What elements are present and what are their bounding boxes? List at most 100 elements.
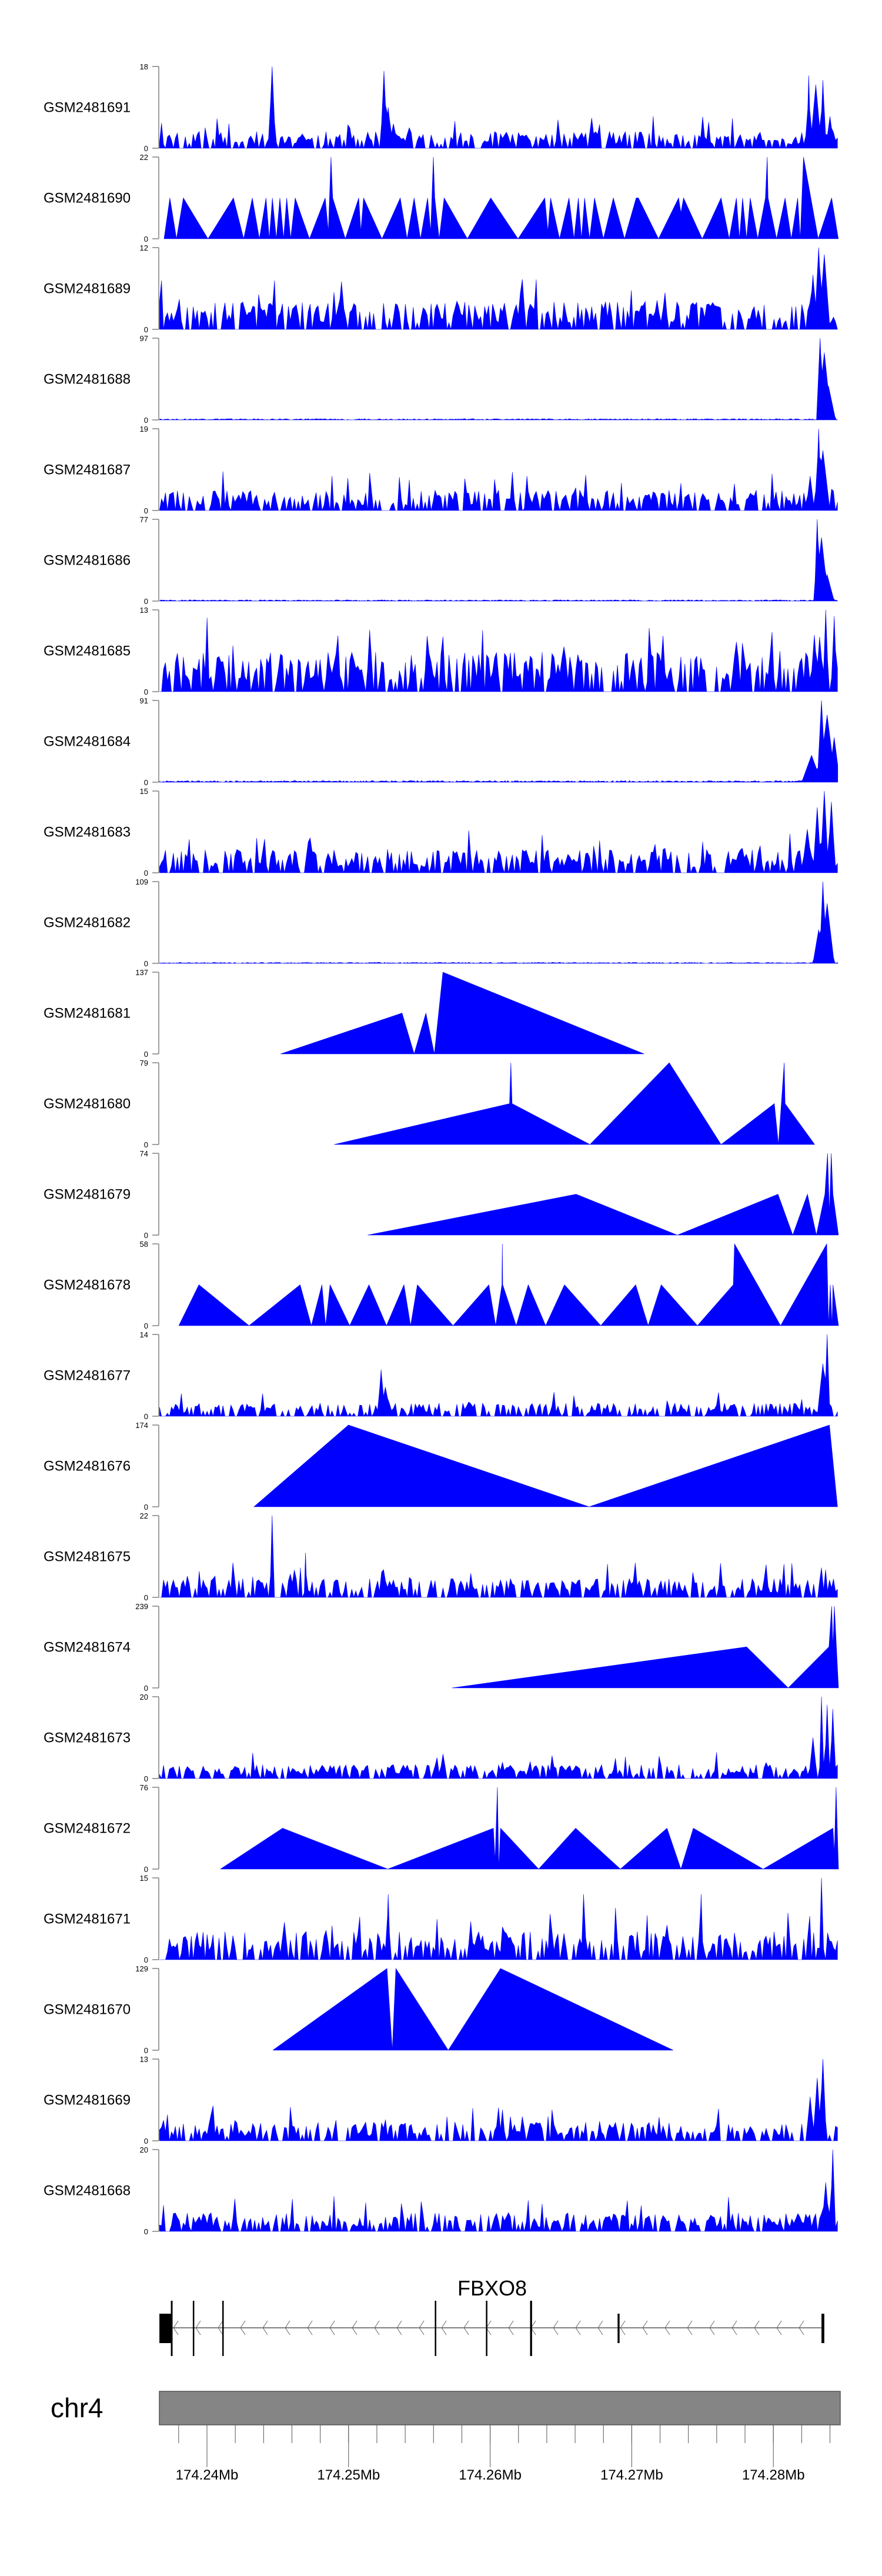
strand-arrow-icon [620,2320,626,2335]
sample-label: GSM2481676 [44,1459,131,1474]
track-GSM2481671: GSM2481671 15 0 [44,1874,838,1964]
track-GSM2481683: GSM2481683 15 0 [44,787,838,877]
track-GSM2481678: GSM2481678 58 0 [44,1240,839,1330]
coverage-area [220,1787,839,1870]
coverage-area [253,1424,838,1507]
strand-arrow-icon [285,2320,290,2335]
coverage-area [159,790,838,874]
strand-arrow-icon [687,2320,693,2335]
track-GSM2481691: GSM2481691 18 0 [44,62,838,153]
coverage-area [159,2058,838,2142]
track-GSM2481686: GSM2481686 77 0 [44,515,838,606]
track-GSM2481685: GSM2481685 13 0 [44,606,838,696]
utr-block [159,2314,172,2343]
genome-position-label: 174.28Mb [742,2467,805,2483]
sample-label: GSM2481682 [44,915,131,931]
sample-label: GSM2481689 [44,281,131,297]
coverage-area [159,428,838,512]
y-axis-min-label: 0 [144,778,148,787]
strand-arrow-icon [709,2320,715,2335]
strand-arrow-icon [307,2320,313,2335]
track-GSM2481687: GSM2481687 19 0 [44,425,838,515]
strand-arrow-icon [754,2320,760,2335]
exon-block [530,2301,532,2356]
track-GSM2481688: GSM2481688 97 0 [44,334,838,425]
coverage-area [159,2149,838,2233]
sample-label: GSM2481688 [44,372,131,388]
chromosome-label: chr4 [51,2393,103,2423]
track-GSM2481672: GSM2481672 76 0 [44,1783,839,1874]
track-GSM2481684: GSM2481684 91 0 [44,696,838,787]
genome-position-label: 174.27Mb [600,2467,663,2483]
track-GSM2481681: GSM2481681 137 0 [44,968,644,1059]
genome-axis-ticks: 174.24Mb 174.25Mb 174.26Mb 174.27Mb 174.28Mb [176,2425,831,2483]
y-axis-min-label: 0 [144,869,148,877]
y-axis-min-label: 0 [144,1593,148,1602]
y-axis-min-label: 0 [144,1956,148,1964]
exon-block [222,2301,224,2356]
y-axis-max-label: 12 [140,243,148,252]
y-axis-max-label: 15 [140,787,148,796]
strand-arrow-icon [642,2320,648,2335]
strand-arrow-icon [731,2320,737,2335]
y-axis-min-label: 0 [144,235,148,243]
coverage-area [159,609,838,692]
sample-label: GSM2481675 [44,1549,131,1565]
strand-arrow-icon [597,2320,603,2335]
strand-arrow-icon [799,2320,804,2335]
y-axis-min-label: 0 [144,144,148,153]
track-GSM2481674: GSM2481674 239 0 [44,1602,839,1693]
strand-arrow-icon [396,2320,402,2335]
sample-label: GSM2481679 [44,1187,131,1203]
sample-label: GSM2481678 [44,1277,131,1293]
strand-arrow-icon [463,2320,469,2335]
strand-arrow-icon [173,2320,179,2335]
y-axis-max-label: 20 [140,1693,148,1701]
strand-arrow-icon [664,2320,670,2335]
strand-arrow-icon [508,2320,514,2335]
track-GSM2481670: GSM2481670 129 0 [44,1964,674,2055]
coverage-area [163,156,839,240]
exon-block [486,2301,487,2356]
coverage-area [272,1968,674,2051]
coverage-area [334,1062,816,1145]
strand-arrow-icon [195,2320,201,2335]
coverage-area [452,1606,839,1689]
strand-arrow-icon [352,2320,358,2335]
sample-label: GSM2481670 [44,2002,131,2018]
genome-position-label: 174.26Mb [459,2467,522,2483]
y-axis-min-label: 0 [144,325,148,334]
strand-arrow-icon [329,2320,335,2335]
strand-arrow-icon [553,2320,559,2335]
y-axis-max-label: 174 [135,1421,148,1430]
y-axis-min-label: 0 [144,1503,148,1511]
sample-label: GSM2481681 [44,1006,131,1022]
coverage-area [159,247,838,330]
coverage-area [159,1515,838,1599]
y-axis-min-label: 0 [144,597,148,606]
track-GSM2481682: GSM2481682 109 0 [44,877,838,968]
gene-track: FBXO8 [159,2276,824,2356]
y-axis-max-label: 18 [140,62,148,71]
sample-label: GSM2481685 [44,643,131,659]
coverage-area [280,972,644,1055]
y-axis-min-label: 0 [144,416,148,425]
strand-arrow-icon [262,2320,268,2335]
strand-arrow-icon [441,2320,447,2335]
sample-label: GSM2481672 [44,1821,131,1837]
y-axis-max-label: 22 [140,1511,148,1520]
y-axis-min-label: 0 [144,1050,148,1059]
sample-label: GSM2481668 [44,2183,131,2199]
y-axis-max-label: 13 [140,606,148,615]
track-GSM2481673: GSM2481673 20 0 [44,1693,838,1783]
y-axis-min-label: 0 [144,1140,148,1149]
y-axis-min-label: 0 [144,688,148,696]
track-GSM2481668: GSM2481668 20 0 [44,2145,838,2236]
y-axis-max-label: 58 [140,1240,148,1249]
y-axis-max-label: 137 [135,968,148,977]
track-GSM2481676: GSM2481676 174 0 [44,1421,838,1511]
chromosome-axis: chr4 174.24Mb 174.25Mb 174.26Mb 174.27Mb 174… [51,2391,841,2483]
y-axis-min-label: 0 [144,1684,148,1693]
y-axis-max-label: 19 [140,425,148,433]
data-tracks: GSM2481691180GSM2481690220GSM2481689120G… [44,62,839,2236]
